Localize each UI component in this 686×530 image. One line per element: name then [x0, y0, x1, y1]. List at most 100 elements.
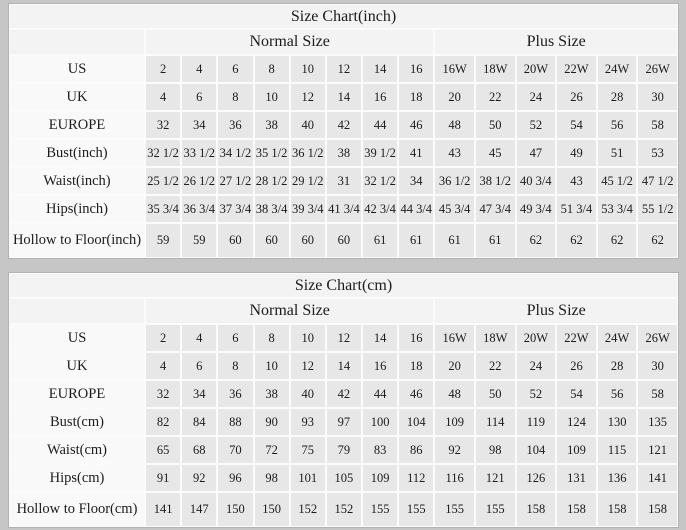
size-value-cell: 38 3/4	[254, 196, 289, 222]
row-label-cell: EUROPE	[10, 381, 144, 407]
size-value-cell: 31	[326, 168, 361, 194]
size-value-cell: 44 3/4	[399, 196, 434, 222]
size-value-cell: 38	[326, 140, 361, 166]
size-value-cell: 101	[290, 465, 325, 491]
size-value-cell: 72	[254, 437, 289, 463]
group-header-plus-size: Plus Size	[435, 299, 677, 323]
size-value-cell: 49	[557, 140, 596, 166]
size-value-cell: 10	[290, 325, 325, 351]
size-value-cell: 2	[146, 325, 181, 351]
size-chart-cm-table: Size Chart(cm) Normal Size Plus Size US 2 4 6 8…	[8, 272, 679, 528]
size-value-cell: 90	[254, 409, 289, 435]
size-value-cell: 22	[475, 353, 515, 379]
size-value-cell: 121	[475, 465, 515, 491]
row-label-cell: UK	[10, 353, 144, 379]
size-value-cell: 104	[516, 437, 556, 463]
size-value-cell: 36	[218, 112, 253, 138]
row-label-cell: UK	[10, 84, 144, 110]
size-value-cell: 150	[254, 493, 289, 526]
size-value-cell: 58	[638, 112, 677, 138]
size-value-cell: 24W	[597, 56, 637, 82]
size-value-cell: 26	[557, 84, 596, 110]
size-value-cell: 121	[638, 437, 677, 463]
size-value-cell: 30	[638, 84, 677, 110]
row-label-cell: EUROPE	[10, 112, 144, 138]
size-value-cell: 20W	[516, 56, 556, 82]
size-value-cell: 30	[638, 353, 677, 379]
size-value-cell: 62	[557, 224, 596, 257]
size-value-cell: 28	[597, 353, 637, 379]
size-value-cell: 158	[557, 493, 596, 526]
size-value-cell: 20	[435, 84, 474, 110]
size-value-cell: 14	[326, 84, 361, 110]
size-value-cell: 46	[399, 381, 434, 407]
size-value-cell: 35 3/4	[146, 196, 181, 222]
size-value-cell: 124	[557, 409, 596, 435]
size-value-cell: 141	[146, 493, 181, 526]
size-value-cell: 50	[475, 112, 515, 138]
size-value-cell: 29 1/2	[290, 168, 325, 194]
size-value-cell: 32 1/2	[363, 168, 398, 194]
size-value-cell: 65	[146, 437, 181, 463]
size-value-cell: 37 3/4	[218, 196, 253, 222]
size-value-cell: 53	[638, 140, 677, 166]
size-value-cell: 35 1/2	[254, 140, 289, 166]
size-value-cell: 25 1/2	[146, 168, 181, 194]
size-value-cell: 62	[597, 224, 637, 257]
size-value-cell: 4	[182, 56, 217, 82]
size-value-cell: 36	[218, 381, 253, 407]
size-value-cell: 54	[557, 112, 596, 138]
size-value-cell: 82	[146, 409, 181, 435]
size-value-cell: 59	[146, 224, 181, 257]
size-value-cell: 38	[254, 381, 289, 407]
size-value-cell: 91	[146, 465, 181, 491]
size-value-cell: 115	[597, 437, 637, 463]
size-chart-inch-table: Size Chart(inch) Normal Size Plus Size US 2 4…	[8, 3, 679, 259]
table-title: Size Chart(cm)	[10, 274, 677, 297]
size-value-cell: 10	[254, 353, 289, 379]
size-value-cell: 2	[146, 56, 181, 82]
size-value-cell: 83	[363, 437, 398, 463]
row-label-cell: Hollow to Floor(inch)	[10, 224, 144, 257]
size-value-cell: 52	[516, 112, 556, 138]
size-value-cell: 50	[475, 381, 515, 407]
size-value-cell: 58	[638, 381, 677, 407]
size-value-cell: 150	[218, 493, 253, 526]
size-value-cell: 22W	[557, 56, 596, 82]
size-value-cell: 16	[363, 353, 398, 379]
size-value-cell: 70	[218, 437, 253, 463]
size-value-cell: 152	[290, 493, 325, 526]
size-value-cell: 6	[182, 84, 217, 110]
size-value-cell: 158	[597, 493, 637, 526]
row-label-cell: US	[10, 325, 144, 351]
size-value-cell: 20	[435, 353, 474, 379]
size-value-cell: 97	[326, 409, 361, 435]
size-value-cell: 42 3/4	[363, 196, 398, 222]
size-value-cell: 41	[399, 140, 434, 166]
size-value-cell: 105	[326, 465, 361, 491]
row-label-cell: Bust(cm)	[10, 409, 144, 435]
size-value-cell: 98	[475, 437, 515, 463]
size-value-cell: 43	[435, 140, 474, 166]
size-value-cell: 8	[218, 353, 253, 379]
size-value-cell: 16	[363, 84, 398, 110]
size-value-cell: 61	[363, 224, 398, 257]
size-value-cell: 27 1/2	[218, 168, 253, 194]
size-value-cell: 47 1/2	[638, 168, 677, 194]
size-value-cell: 40 3/4	[516, 168, 556, 194]
size-value-cell: 93	[290, 409, 325, 435]
size-value-cell: 109	[557, 437, 596, 463]
size-value-cell: 41 3/4	[326, 196, 361, 222]
size-value-cell: 6	[182, 353, 217, 379]
size-value-cell: 62	[638, 224, 677, 257]
row-label-cell: Hips(cm)	[10, 465, 144, 491]
row-label-cell: Hollow to Floor(cm)	[10, 493, 144, 526]
size-value-cell: 43	[557, 168, 596, 194]
row-label-cell: Waist(cm)	[10, 437, 144, 463]
size-value-cell: 26	[557, 353, 596, 379]
size-value-cell: 34 1/2	[218, 140, 253, 166]
size-value-cell: 39 3/4	[290, 196, 325, 222]
size-value-cell: 12	[290, 353, 325, 379]
size-value-cell: 45 3/4	[435, 196, 474, 222]
